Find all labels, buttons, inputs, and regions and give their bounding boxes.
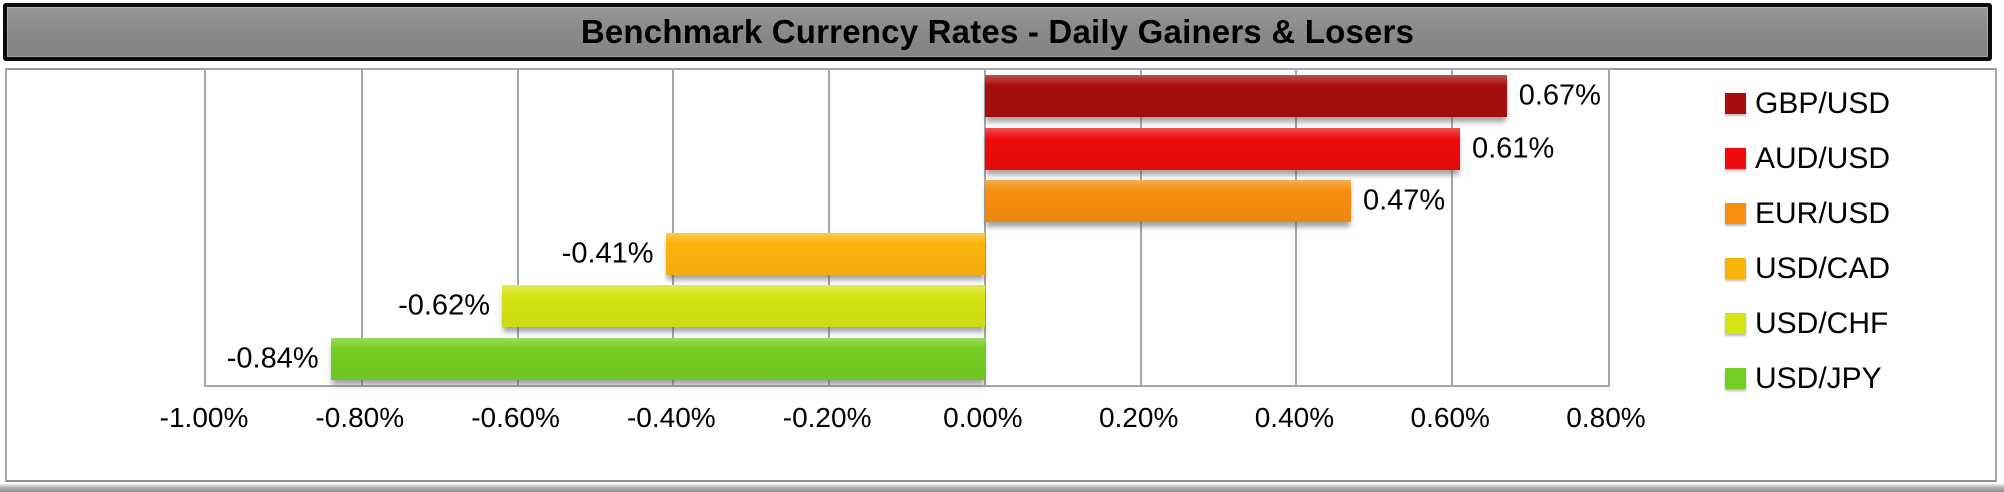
legend-swatch-eur-usd [1725,203,1746,224]
value-label-aud-usd: 0.61% [1472,132,1555,165]
x-tick-label: -0.80% [315,402,405,433]
x-tick-label: 0.00% [943,402,1023,433]
chart-body: 0.67% 0.61% 0.47% -0.41% -0.62% -0.84% -1.00%… [5,68,1997,482]
bar-aud-usd [984,127,1460,170]
gridline [828,70,831,385]
legend-item-eur-usd: EUR/USD [1725,186,1995,241]
plot-area: 0.67% 0.61% 0.47% -0.41% -0.62% -0.84% [204,68,1610,387]
value-label-usd-chf: -0.62% [398,289,490,322]
x-tick-label: -0.20% [782,402,872,433]
legend-item-usd-jpy: USD/JPY [1725,351,1995,406]
value-label-usd-cad: -0.41% [561,237,654,270]
x-axis-tick-row: -1.00% -0.80% -0.60% -0.40% -0.20% 0.00% 0.20%… [7,402,1999,442]
legend-swatch-aud-usd [1725,148,1746,169]
chart-legend: GBP/USD AUD/USD EUR/USD USD/CAD USD/CHF USD/J… [1725,76,1995,406]
bar-usd-chf [501,285,985,328]
legend-item-gbp-usd: GBP/USD [1725,76,1995,131]
x-tick-label: 0.20% [1098,402,1179,433]
legend-item-usd-cad: USD/CAD [1725,241,1995,296]
x-tick-label: 0.60% [1410,402,1490,433]
legend-item-aud-usd: AUD/USD [1725,131,1995,186]
gridline [1451,70,1454,385]
legend-label-usd-chf: USD/CHF [1755,306,1889,340]
x-tick-label: 0.80% [1566,402,1646,433]
x-tick-label: 0.40% [1254,402,1335,433]
value-label-eur-usd: 0.47% [1362,184,1446,217]
x-tick-label: -0.60% [471,402,560,433]
legend-label-eur-usd: EUR/USD [1755,196,1891,230]
legend-swatch-usd-jpy [1725,368,1746,389]
x-tick-label: -1.00% [159,402,249,433]
chart-title-bar: Benchmark Currency Rates - Daily Gainers… [3,3,1992,61]
value-label-usd-jpy: -0.84% [226,342,319,375]
legend-label-usd-cad: USD/CAD [1755,251,1891,285]
gridline [983,70,986,385]
gridline [360,70,363,385]
legend-item-usd-chf: USD/CHF [1725,296,1995,351]
gridline [672,70,675,385]
legend-swatch-gbp-usd [1725,93,1746,114]
bar-gbp-usd [984,75,1507,118]
bar-eur-usd [984,180,1351,223]
chart-title: Benchmark Currency Rates - Daily Gainers… [580,13,1415,50]
gridline [1139,70,1142,385]
legend-label-usd-jpy: USD/JPY [1755,361,1882,395]
bottom-edge-strip [0,484,2004,492]
x-tick-label: -0.40% [626,402,716,433]
bar-usd-jpy [330,337,985,380]
bar-usd-cad [665,232,985,275]
gridline [1295,70,1298,385]
gridline [516,70,519,385]
legend-swatch-usd-cad [1725,258,1746,279]
legend-label-aud-usd: AUD/USD [1755,141,1891,175]
value-label-gbp-usd: 0.67% [1518,79,1601,112]
legend-swatch-usd-chf [1725,313,1746,334]
legend-label-gbp-usd: GBP/USD [1755,86,1891,120]
